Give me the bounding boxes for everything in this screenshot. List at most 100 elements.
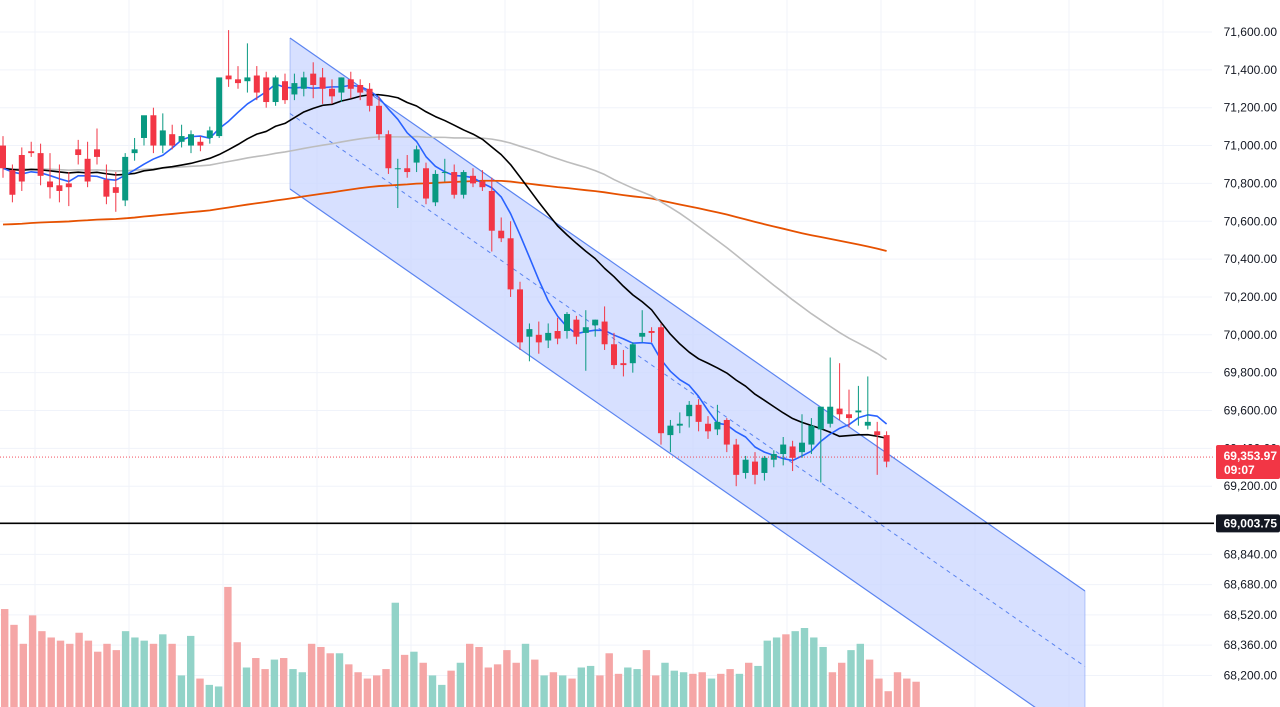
- candle: [338, 77, 345, 103]
- candle: [413, 145, 420, 173]
- volume-bar: [652, 675, 660, 707]
- volume-bar: [335, 653, 344, 707]
- volume-bar: [428, 675, 437, 707]
- axis-tick-label: 70,800.00: [1224, 176, 1278, 190]
- candle: [178, 124, 185, 148]
- volume-bar: [670, 670, 678, 707]
- candle: [56, 164, 63, 203]
- candle-body: [789, 446, 796, 458]
- volume-bar: [596, 675, 604, 707]
- candle-body: [28, 151, 35, 154]
- volume-bar: [707, 678, 716, 707]
- axis-tick-label: 68,360.00: [1224, 638, 1278, 652]
- volume-bar: [726, 669, 734, 707]
- volume-bar: [177, 675, 186, 707]
- candle-body: [216, 77, 223, 137]
- candle-body: [9, 170, 16, 195]
- volume-bar: [373, 675, 381, 707]
- channel-lower-line: [289, 188, 1036, 707]
- candle-body: [676, 423, 683, 426]
- volume-bar: [419, 662, 427, 707]
- candle: [592, 319, 599, 337]
- volume-bar: [689, 673, 697, 707]
- candle: [357, 79, 364, 101]
- candle-body: [188, 134, 194, 146]
- volume-bar: [270, 659, 279, 707]
- candle: [752, 452, 758, 485]
- volume-bar: [540, 675, 548, 707]
- candle: [799, 414, 805, 458]
- candle-body: [47, 181, 53, 188]
- axis-tick-label: 70,000.00: [1224, 328, 1278, 342]
- candle: [507, 221, 514, 297]
- horizontal-line-tag: 69,003.75: [1216, 514, 1280, 533]
- candle: [65, 172, 72, 207]
- candle-body: [817, 406, 824, 430]
- volume-bar: [456, 662, 465, 707]
- candle: [648, 327, 655, 343]
- candle: [808, 418, 815, 455]
- candle-body: [18, 155, 25, 182]
- candle-body: [705, 423, 711, 432]
- volume-bar: [382, 669, 390, 707]
- moving-average-long: [2, 179, 887, 252]
- volume-bar: [577, 667, 585, 707]
- candle-body: [94, 149, 100, 157]
- candle-body: [864, 421, 871, 426]
- candle-body: [573, 319, 580, 337]
- candle: [188, 130, 194, 154]
- candle-body: [535, 334, 542, 343]
- volume-bar: [298, 672, 306, 707]
- candle-body: [808, 425, 815, 445]
- candle: [601, 306, 608, 350]
- candle: [545, 323, 552, 349]
- candle-body: [37, 153, 44, 176]
- candle: [817, 406, 824, 483]
- candle-body: [554, 331, 561, 339]
- price-axis[interactable]: 71,600.00 71,400.00 71,200.00 71,000.00 70,8…: [1214, 0, 1280, 707]
- volume-bar: [856, 643, 864, 707]
- candle: [864, 376, 871, 430]
- countdown-label: 09:07: [1224, 463, 1255, 477]
- axis-background: [1214, 0, 1280, 707]
- candle-body: [564, 313, 570, 332]
- volume-bar: [47, 637, 55, 707]
- volume-bar: [94, 651, 102, 707]
- candle-body: [714, 421, 721, 430]
- candle: [206, 126, 213, 144]
- regression-channel[interactable]: [289, 37, 1086, 707]
- candle: [141, 115, 147, 146]
- candle-body: [112, 187, 119, 193]
- candle-body: [159, 130, 166, 146]
- candle: [84, 141, 91, 188]
- candle-body: [244, 77, 251, 82]
- candle: [686, 401, 693, 428]
- candle-body: [178, 136, 185, 142]
- channel-fill: [290, 38, 1085, 707]
- candle-body: [658, 327, 664, 434]
- candle-body: [385, 134, 392, 169]
- candle: [159, 113, 166, 154]
- candle-body: [103, 179, 110, 197]
- volume-bar: [549, 672, 558, 707]
- volume-bar: [884, 691, 892, 707]
- volume-bar: [847, 650, 855, 707]
- candle-body: [611, 344, 617, 366]
- volume-bar: [763, 640, 771, 707]
- candle: [479, 170, 486, 191]
- candle: [554, 317, 561, 345]
- volume-bar: [791, 631, 799, 707]
- candle-body: [65, 183, 72, 188]
- volume-bar: [103, 643, 111, 707]
- candle: [639, 310, 646, 343]
- volume-bar: [493, 664, 502, 707]
- candle: [366, 83, 373, 112]
- candle-body: [169, 134, 176, 146]
- candle: [564, 312, 570, 339]
- candle: [244, 43, 251, 93]
- candle-body: [592, 319, 599, 326]
- candle: [112, 172, 119, 212]
- candle-body: [122, 156, 129, 201]
- volume-bar: [838, 662, 846, 707]
